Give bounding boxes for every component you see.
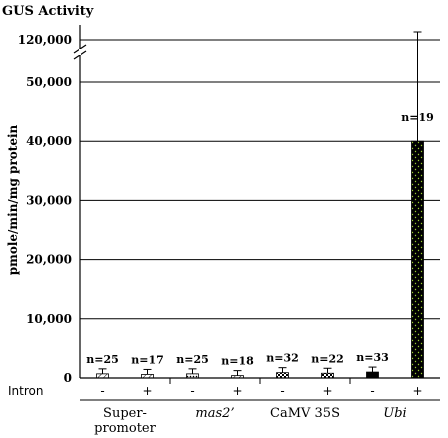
intron-marker: - [280, 384, 284, 398]
y-tick-label: 0 [64, 371, 72, 385]
bar [96, 373, 109, 379]
intron-marker: + [142, 384, 152, 398]
n-label: n=25 [176, 353, 209, 366]
bar [366, 371, 379, 379]
n-label: n=25 [86, 353, 119, 366]
group-label: promoter [94, 421, 156, 436]
n-label: n=18 [221, 355, 254, 368]
group-label: Super- [103, 406, 147, 421]
y-tick-label: 10,000 [26, 312, 72, 326]
intron-marker: + [322, 384, 332, 398]
gridlines [80, 39, 440, 320]
y-tick-label: 30,000 [26, 193, 72, 207]
y-tick-label: 40,000 [26, 134, 72, 148]
intron-marker: + [232, 384, 242, 398]
x-group-labels: - + - + - + - + Super-promoter mas2’ CaMV 35S Ubi [94, 384, 422, 436]
bar-labels: n=25 n=17 n=25 n=18 n=32 n=22 n=33 n=19 [86, 111, 434, 367]
intron-marker: - [190, 384, 194, 398]
intron-row-label: Intron [8, 384, 43, 398]
y-axis-label: pmole/min/mg protein [6, 124, 20, 275]
y-tick-label: 120,000 [18, 33, 72, 47]
axis-break-gap [79, 49, 81, 55]
y-tick-labels: 0 10,000 20,000 30,000 40,000 50,000 120,000 [18, 33, 72, 385]
n-label: n=17 [131, 353, 164, 366]
y-tick-label: 50,000 [26, 75, 72, 89]
group-label: CaMV 35S [270, 406, 340, 421]
group-label: mas2’ [195, 406, 234, 421]
intron-marker: - [370, 384, 374, 398]
intron-marker: - [100, 384, 104, 398]
n-label: n=19 [401, 111, 434, 124]
axes [73, 25, 440, 401]
n-label: n=22 [311, 352, 344, 365]
bar [276, 372, 289, 379]
group-label: Ubi [383, 406, 406, 421]
chart-title: GUS Activity [2, 4, 94, 19]
bar [321, 372, 334, 379]
n-label: n=33 [356, 351, 389, 364]
n-label: n=32 [266, 352, 299, 365]
bar [186, 373, 199, 379]
y-tick-label: 20,000 [26, 253, 72, 267]
bar [411, 140, 424, 379]
intron-marker: + [412, 384, 422, 398]
bars [96, 31, 424, 379]
